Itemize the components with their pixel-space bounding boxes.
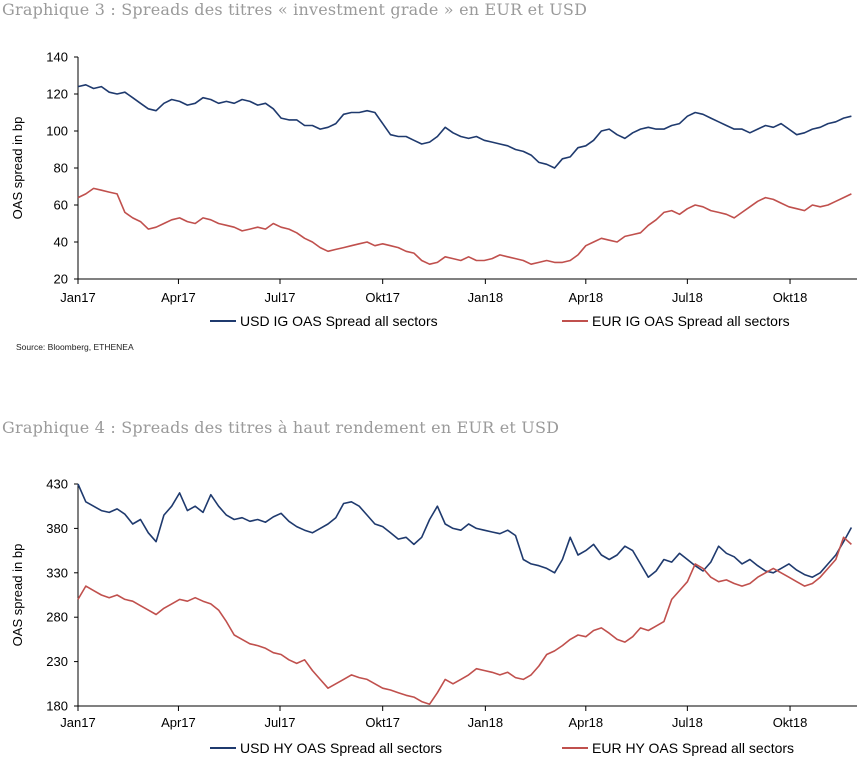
c3-x-tick-label: Apr17 <box>161 290 196 305</box>
c3-x-tick-label: Apr18 <box>568 290 603 305</box>
c4-x-tick-label: Okt18 <box>773 715 808 730</box>
c4-x-tick-label: Jan18 <box>468 715 503 730</box>
c3-series-line-eur <box>77 187 852 265</box>
c3-x-tick-label: Jul18 <box>672 290 703 305</box>
c4-x-tick-label: Jul18 <box>672 715 703 730</box>
c4-x-tick-label: Apr18 <box>568 715 603 730</box>
c3-legend-label-usd: USD IG OAS Spread all sectors <box>240 313 438 329</box>
c3-legend-label-eur: EUR IG OAS Spread all sectors <box>592 313 790 329</box>
c3-y-tick-label: 140 <box>46 50 68 65</box>
c4-y-tick-label: 430 <box>46 477 68 492</box>
c4-series-line-eur <box>77 536 852 705</box>
c4-y-tick-label: 330 <box>46 565 68 580</box>
c3-y-tick-label: 20 <box>54 272 68 287</box>
c4-x-tick-label: Jul17 <box>264 715 295 730</box>
source-note: Source: Bloomberg, ETHENEA <box>16 342 134 352</box>
c3-x-tick-label: Okt17 <box>365 290 400 305</box>
c4-legend-label-usd: USD HY OAS Spread all sectors <box>240 740 442 756</box>
c3-x-tick-label: Jul17 <box>264 290 295 305</box>
c4-x-tick-label: Jan17 <box>60 715 95 730</box>
c3-x-tick-label: Okt18 <box>773 290 808 305</box>
c4-y-tick-label: 230 <box>46 654 68 669</box>
c3-series-line-usd <box>77 84 852 169</box>
c3-y-tick-label: 60 <box>54 198 68 213</box>
c3-y-tick-label: 40 <box>54 235 68 250</box>
chart4-title: Graphique 4 : Spreads des titres à haut … <box>2 418 560 437</box>
c4-y-tick-label: 280 <box>46 610 68 625</box>
c4-series-line-usd <box>77 483 853 578</box>
c3-y-tick-label: 100 <box>46 124 68 139</box>
c4-x-tick-label: Apr17 <box>161 715 196 730</box>
ig-spread-chart: 20 40 60 80 100 120 140 Jan17 Apr17 Jul17 Okt17 Jan… <box>10 50 857 329</box>
c4-x-tick-label: Okt17 <box>365 715 400 730</box>
c3-x-tick-label: Jan17 <box>60 290 95 305</box>
c4-y-axis-label: OAS spread in bp <box>10 544 25 647</box>
c4-y-tick-label: 380 <box>46 521 68 536</box>
c3-y-axis-label: OAS spread in bp <box>10 117 25 220</box>
chart3-title: Graphique 3 : Spreads des titres « inves… <box>2 0 588 19</box>
c3-y-tick-label: 80 <box>54 161 68 176</box>
c4-legend-label-eur: EUR HY OAS Spread all sectors <box>592 740 794 756</box>
c3-y-tick-label: 120 <box>46 87 68 102</box>
c4-y-tick-label: 180 <box>46 699 68 714</box>
c3-x-tick-label: Jan18 <box>468 290 503 305</box>
